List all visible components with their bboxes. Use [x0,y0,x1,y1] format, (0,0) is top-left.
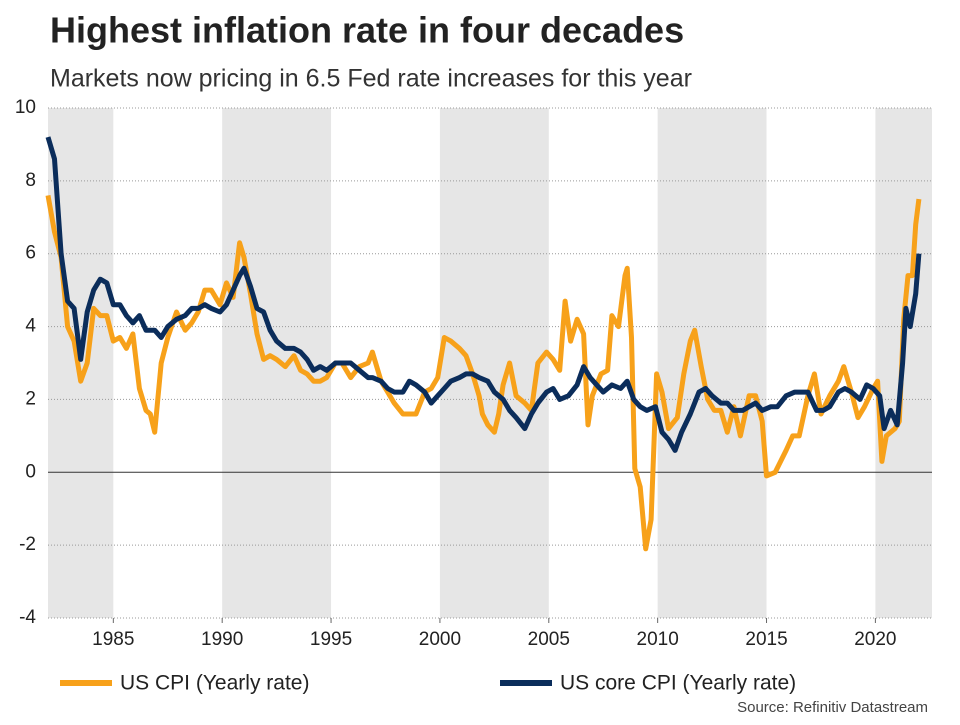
y-tick-label: 0 [25,461,36,482]
y-tick-label: 4 [25,316,36,337]
legend-label: US CPI (Yearly rate) [120,672,309,695]
x-tick-label: 2015 [745,629,787,650]
x-tick-label: 1990 [201,629,243,650]
chart-subtitle: Markets now pricing in 6.5 Fed rate incr… [50,65,692,93]
y-tick-label: -2 [19,534,36,555]
x-tick-label: 2020 [854,629,896,650]
y-tick-label: 6 [25,243,36,264]
x-tick-label: 1985 [92,629,134,650]
x-tick-label: 1995 [310,629,352,650]
y-tick-label: -4 [19,607,36,628]
x-tick-label: 2005 [528,629,570,650]
legend-label: US core CPI (Yearly rate) [560,672,796,695]
y-tick-label: 8 [25,170,36,191]
y-tick-label: 2 [25,388,36,409]
shade-band [439,108,549,618]
chart-title: Highest inflation rate in four decades [50,10,684,51]
shade-band [657,108,767,618]
x-tick-label: 2000 [419,629,461,650]
shade-band [222,108,332,618]
y-tick-label: 10 [15,97,36,118]
source-note: Source: Refinitiv Datastream [737,699,928,716]
x-tick-label: 2010 [637,629,679,650]
series-line [45,136,922,453]
